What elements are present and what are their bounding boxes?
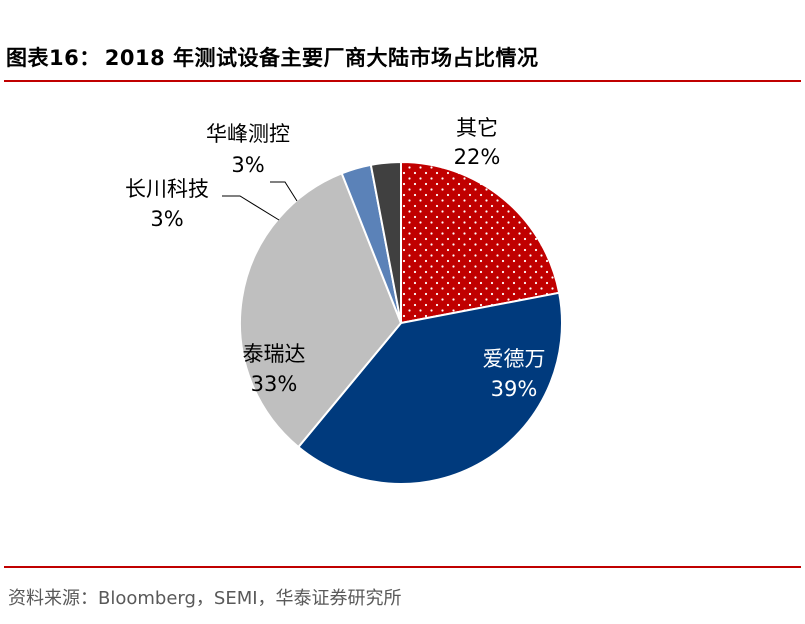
leader-line-3	[222, 195, 280, 221]
figure-title-text: 2018 年测试设备主要厂商大陆市场占比情况	[104, 46, 539, 70]
slice-value-label-4: 3%	[231, 153, 264, 177]
leader-lines	[222, 181, 298, 221]
top-rule	[4, 80, 801, 82]
slice-name-label-1: 爱德万	[483, 347, 546, 371]
pie-slice-4	[369, 160, 402, 324]
slice-name-label-0: 其它	[456, 116, 498, 140]
slice-value-label-3: 3%	[150, 207, 183, 231]
slice-name-label-3: 长川科技	[125, 177, 209, 201]
pie-slices	[239, 160, 564, 485]
source-note: 资料来源：Bloomberg，SEMI，华泰证券研究所	[8, 588, 402, 609]
pie-slice-2	[239, 172, 403, 449]
slice-labels: 其它 22% 爱德万 39% 泰瑞达 33% 长川科技 3% 华峰测控 3%	[125, 116, 546, 401]
bottom-rule	[4, 566, 801, 568]
slice-name-label-4: 华峰测控	[206, 122, 290, 146]
slice-name-label-2: 泰瑞达	[243, 342, 306, 366]
leader-line-4	[270, 181, 298, 202]
pie-chart: 其它 22% 爱德万 39% 泰瑞达 33% 长川科技 3% 华峰测控 3%	[125, 116, 564, 485]
pie-slice-0	[400, 160, 561, 325]
slice-value-label-1: 39%	[491, 377, 538, 401]
pie-slice-1	[296, 291, 564, 485]
figure-title: 图表16： 2018 年测试设备主要厂商大陆市场占比情况	[6, 42, 539, 72]
slice-value-label-0: 22%	[454, 145, 501, 169]
slice-value-label-2: 33%	[251, 372, 298, 396]
figure-number: 图表16：	[6, 46, 101, 70]
